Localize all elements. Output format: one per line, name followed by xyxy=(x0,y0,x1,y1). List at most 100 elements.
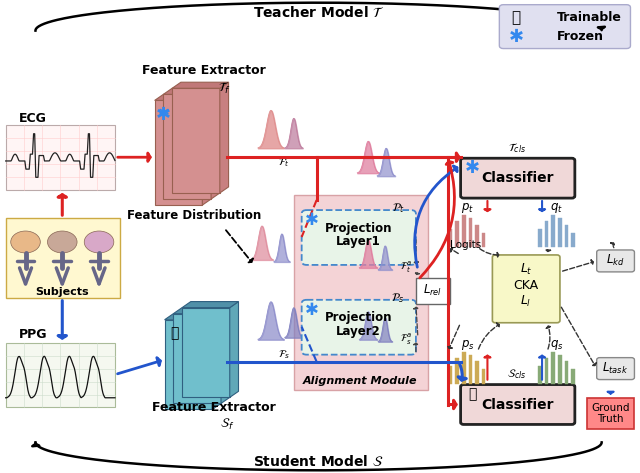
Text: 🔥: 🔥 xyxy=(468,387,477,402)
Text: Feature Extractor: Feature Extractor xyxy=(152,401,276,414)
Bar xyxy=(538,366,542,384)
Bar xyxy=(449,229,452,247)
Polygon shape xyxy=(173,307,230,314)
Text: Frozen: Frozen xyxy=(557,30,604,43)
FancyBboxPatch shape xyxy=(499,5,630,49)
Polygon shape xyxy=(212,314,221,410)
Text: Feature Extractor: Feature Extractor xyxy=(143,64,266,77)
Bar xyxy=(449,366,452,384)
Polygon shape xyxy=(173,314,221,403)
Polygon shape xyxy=(155,94,211,100)
Text: ✱: ✱ xyxy=(156,106,171,124)
Text: $\mathcal{T}_f$: $\mathcal{T}_f$ xyxy=(218,81,230,96)
Text: Layer2: Layer2 xyxy=(336,325,381,338)
Text: Subjects: Subjects xyxy=(35,287,89,297)
Text: $q_t$: $q_t$ xyxy=(550,201,563,215)
Bar xyxy=(587,397,634,429)
Bar xyxy=(564,225,568,247)
Text: $\mathcal{P}_t$: $\mathcal{P}_t$ xyxy=(392,201,404,215)
Text: $p_s$: $p_s$ xyxy=(461,338,474,352)
Bar xyxy=(538,229,542,247)
Polygon shape xyxy=(221,307,230,403)
Text: ✱: ✱ xyxy=(305,301,319,319)
Text: $p_t$: $p_t$ xyxy=(461,201,474,215)
Text: Classifier: Classifier xyxy=(481,171,554,185)
FancyBboxPatch shape xyxy=(461,158,575,198)
Bar xyxy=(558,218,562,247)
Polygon shape xyxy=(202,94,211,205)
Polygon shape xyxy=(155,100,202,205)
Text: CKA: CKA xyxy=(514,280,539,292)
Bar xyxy=(475,225,479,247)
Polygon shape xyxy=(211,88,220,199)
Polygon shape xyxy=(164,314,221,320)
Polygon shape xyxy=(172,82,228,88)
Text: Trainable: Trainable xyxy=(557,11,622,24)
Bar xyxy=(6,125,115,190)
Polygon shape xyxy=(294,195,428,390)
Text: ECG: ECG xyxy=(19,112,47,125)
Circle shape xyxy=(84,231,114,253)
Text: $L_{kd}$: $L_{kd}$ xyxy=(606,254,625,269)
Text: $L_{task}$: $L_{task}$ xyxy=(602,361,628,376)
FancyBboxPatch shape xyxy=(301,300,416,355)
Bar xyxy=(455,358,459,384)
Bar xyxy=(572,233,575,247)
Bar xyxy=(468,355,472,384)
Text: $\mathcal{S}_f$: $\mathcal{S}_f$ xyxy=(220,417,234,432)
Bar xyxy=(545,221,548,247)
Text: Layer1: Layer1 xyxy=(336,236,381,248)
Text: $L_t$: $L_t$ xyxy=(520,263,532,278)
FancyBboxPatch shape xyxy=(461,385,575,424)
FancyBboxPatch shape xyxy=(301,210,416,265)
Polygon shape xyxy=(182,302,239,307)
Text: $L_l$: $L_l$ xyxy=(520,294,532,309)
Bar xyxy=(482,369,486,384)
Text: $\mathcal{F}_t$: $\mathcal{F}_t$ xyxy=(278,156,290,168)
Bar xyxy=(551,215,555,247)
Bar xyxy=(462,215,466,247)
Bar xyxy=(462,351,466,384)
FancyBboxPatch shape xyxy=(596,250,634,272)
Polygon shape xyxy=(163,94,211,199)
Text: 🔥: 🔥 xyxy=(511,10,521,25)
Text: PPG: PPG xyxy=(19,328,47,341)
Bar xyxy=(455,221,459,247)
Text: Feature Distribution: Feature Distribution xyxy=(127,209,262,221)
Text: $\mathcal{S}_{cls}$: $\mathcal{S}_{cls}$ xyxy=(508,368,527,382)
Polygon shape xyxy=(163,88,220,94)
FancyBboxPatch shape xyxy=(596,358,634,379)
Circle shape xyxy=(47,231,77,253)
Text: ✱: ✱ xyxy=(465,159,480,177)
Text: ✱: ✱ xyxy=(305,211,319,229)
Text: Classifier: Classifier xyxy=(481,397,554,412)
Text: ✱: ✱ xyxy=(509,27,524,45)
Text: Logits: Logits xyxy=(450,240,481,250)
Text: Alignment Module: Alignment Module xyxy=(303,376,417,385)
Text: $q_s$: $q_s$ xyxy=(550,338,564,352)
Bar xyxy=(572,369,575,384)
Bar xyxy=(551,351,555,384)
Text: *: * xyxy=(159,106,169,125)
Text: Projection: Projection xyxy=(324,221,392,235)
Polygon shape xyxy=(182,307,230,397)
Text: $\mathcal{P}_s$: $\mathcal{P}_s$ xyxy=(391,291,404,305)
Text: Ground
Truth: Ground Truth xyxy=(591,403,630,424)
Polygon shape xyxy=(164,320,212,410)
Bar xyxy=(416,278,450,304)
Bar xyxy=(545,358,548,384)
Text: $\mathcal{F}_s$: $\mathcal{F}_s$ xyxy=(278,348,290,361)
Polygon shape xyxy=(230,302,239,397)
Text: Teacher Model $\mathcal{T}$: Teacher Model $\mathcal{T}$ xyxy=(253,5,385,20)
Text: $\mathcal{F}_t^a$: $\mathcal{F}_t^a$ xyxy=(400,259,412,275)
FancyBboxPatch shape xyxy=(492,255,560,323)
Text: $\mathcal{F}_s^a$: $\mathcal{F}_s^a$ xyxy=(400,332,412,347)
Text: Projection: Projection xyxy=(324,311,392,324)
Bar xyxy=(558,355,562,384)
Bar xyxy=(6,218,120,298)
Bar xyxy=(564,361,568,384)
Bar xyxy=(482,233,486,247)
Text: $L_{rel}$: $L_{rel}$ xyxy=(423,283,442,298)
Bar xyxy=(468,218,472,247)
Text: 🔥: 🔥 xyxy=(170,326,179,340)
